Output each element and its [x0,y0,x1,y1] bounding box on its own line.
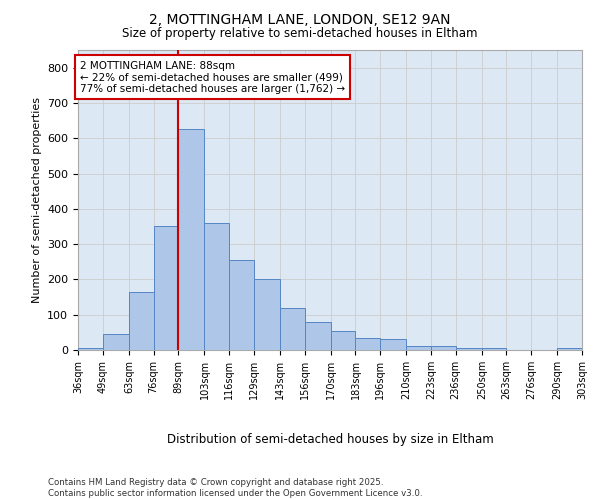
Bar [455,348,482,350]
Bar [482,348,506,350]
Bar [229,260,254,350]
Bar [129,292,154,350]
Text: Contains HM Land Registry data © Crown copyright and database right 2025.
Contai: Contains HM Land Registry data © Crown c… [48,478,422,498]
Text: Size of property relative to semi-detached houses in Eltham: Size of property relative to semi-detach… [122,28,478,40]
Bar [557,348,582,350]
Bar [331,330,355,350]
Bar [205,223,229,350]
Text: 2 MOTTINGHAM LANE: 88sqm
← 22% of semi-detached houses are smaller (499)
77% of : 2 MOTTINGHAM LANE: 88sqm ← 22% of semi-d… [80,60,345,94]
Text: 2, MOTTINGHAM LANE, LONDON, SE12 9AN: 2, MOTTINGHAM LANE, LONDON, SE12 9AN [149,12,451,26]
Bar [103,334,129,350]
Text: Distribution of semi-detached houses by size in Eltham: Distribution of semi-detached houses by … [167,432,493,446]
Bar [178,130,205,350]
Bar [406,346,431,350]
Bar [280,308,305,350]
Y-axis label: Number of semi-detached properties: Number of semi-detached properties [32,97,41,303]
Bar [380,340,406,350]
Bar [254,280,280,350]
Bar [431,346,455,350]
Bar [154,226,178,350]
Bar [355,338,380,350]
Bar [78,348,103,350]
Bar [305,322,331,350]
